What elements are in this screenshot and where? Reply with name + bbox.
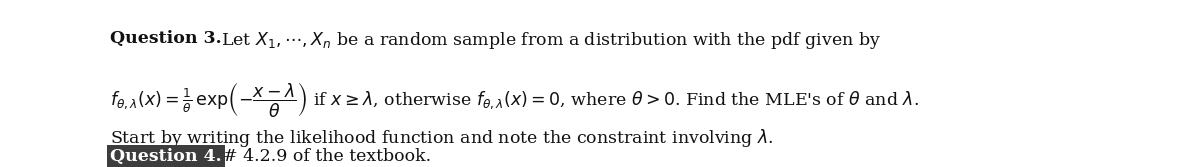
Text: $f_{\theta,\lambda}(x) = \frac{1}{\theta}\,\exp\!\left(-\dfrac{x-\lambda}{\theta: $f_{\theta,\lambda}(x) = \frac{1}{\theta… <box>110 80 919 119</box>
Text: Question 4.: Question 4. <box>110 148 222 165</box>
Text: Question 3.: Question 3. <box>110 30 222 47</box>
Text: # 4.2.9 of the textbook.: # 4.2.9 of the textbook. <box>212 148 432 165</box>
Text: Start by writing the likelihood function and note the constraint involving $\lam: Start by writing the likelihood function… <box>110 127 774 149</box>
Text: Let $X_1, \cdots, X_n$ be a random sample from a distribution with the pdf given: Let $X_1, \cdots, X_n$ be a random sampl… <box>210 30 881 51</box>
